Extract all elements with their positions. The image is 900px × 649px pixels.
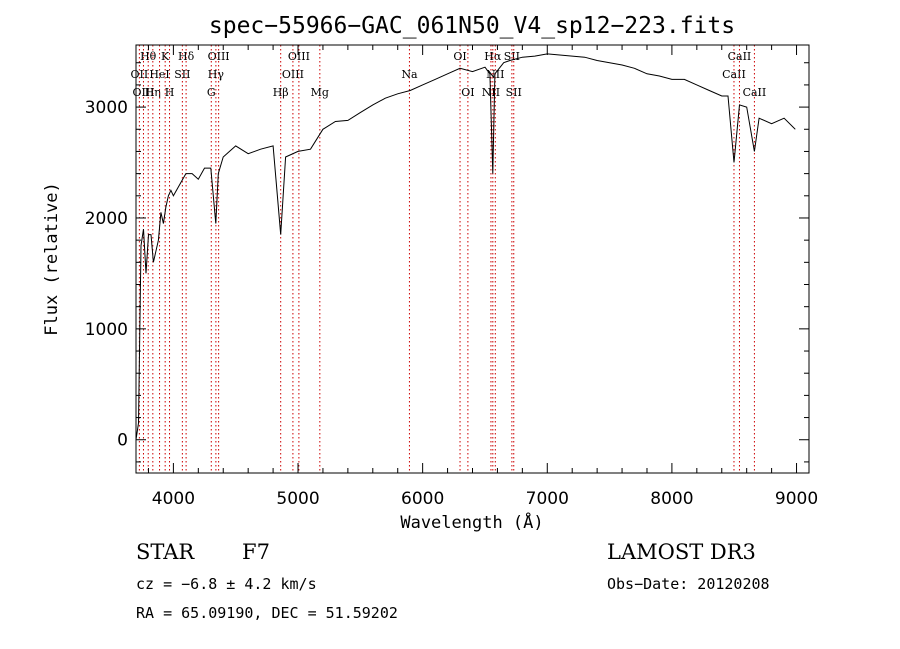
line-label: HeI bbox=[149, 68, 169, 81]
sky-coordinates: RA = 65.09190, DEC = 51.59202 bbox=[136, 604, 398, 622]
line-label: K bbox=[161, 50, 170, 63]
x-tick-label: 8000 bbox=[650, 489, 693, 509]
line-label: OIII bbox=[288, 50, 310, 63]
line-label: Hη bbox=[145, 86, 161, 99]
line-label: OIII bbox=[282, 68, 304, 81]
observation-date: Obs−Date: 20120208 bbox=[607, 575, 770, 593]
y-axis: 0 1000 2000 3000 bbox=[85, 62, 809, 463]
spectrum-series bbox=[135, 53, 796, 440]
y-axis-title: Flux (relative) bbox=[42, 182, 62, 336]
x-axis: 4000 5000 6000 7000 8000 9000 bbox=[147, 45, 818, 509]
line-label: Hγ bbox=[208, 68, 225, 81]
line-label: Hβ bbox=[273, 86, 289, 99]
line-label: G bbox=[207, 86, 216, 99]
line-label: H bbox=[165, 86, 175, 99]
y-tick-label: 3000 bbox=[85, 98, 128, 118]
chart-title: spec−55966−GAC_061N50_V4_sp12−223.fits bbox=[209, 13, 735, 39]
line-label: SII bbox=[506, 86, 522, 99]
y-tick-label: 0 bbox=[117, 431, 128, 451]
line-label: OIII bbox=[208, 50, 230, 63]
line-label: CaII bbox=[743, 86, 767, 99]
survey-name: LAMOST DR3 bbox=[607, 540, 756, 564]
line-label: SII bbox=[174, 68, 190, 81]
line-label: CaII bbox=[728, 50, 752, 63]
x-tick-label: 5000 bbox=[276, 489, 319, 509]
y-tick-label: 2000 bbox=[85, 209, 128, 229]
object-subclass: F7 bbox=[242, 540, 270, 564]
line-label: Hα bbox=[484, 50, 502, 63]
line-label: Hδ bbox=[178, 50, 195, 63]
x-tick-label: 7000 bbox=[526, 489, 569, 509]
line-label: Na bbox=[401, 68, 418, 81]
x-tick-label: 6000 bbox=[401, 489, 444, 509]
line-label: CaII bbox=[722, 68, 746, 81]
y-tick-label: 1000 bbox=[85, 320, 128, 340]
x-tick-label: 9000 bbox=[775, 489, 818, 509]
line-label: SII bbox=[504, 50, 520, 63]
spectrum-line bbox=[135, 53, 796, 440]
line-label: Mg bbox=[311, 86, 329, 99]
x-tick-label: 4000 bbox=[152, 489, 195, 509]
line-label: OI bbox=[461, 86, 474, 99]
plot-frame bbox=[135, 44, 810, 474]
line-label: OIII bbox=[132, 86, 154, 99]
line-label: Hθ bbox=[140, 50, 157, 63]
line-label: OI bbox=[453, 50, 466, 63]
redshift-velocity: cz = −6.8 ± 4.2 km/s bbox=[136, 575, 317, 593]
object-class: STAR bbox=[136, 540, 195, 564]
x-axis-title: Wavelength (Å) bbox=[400, 511, 543, 533]
line-label: OII bbox=[131, 68, 149, 81]
